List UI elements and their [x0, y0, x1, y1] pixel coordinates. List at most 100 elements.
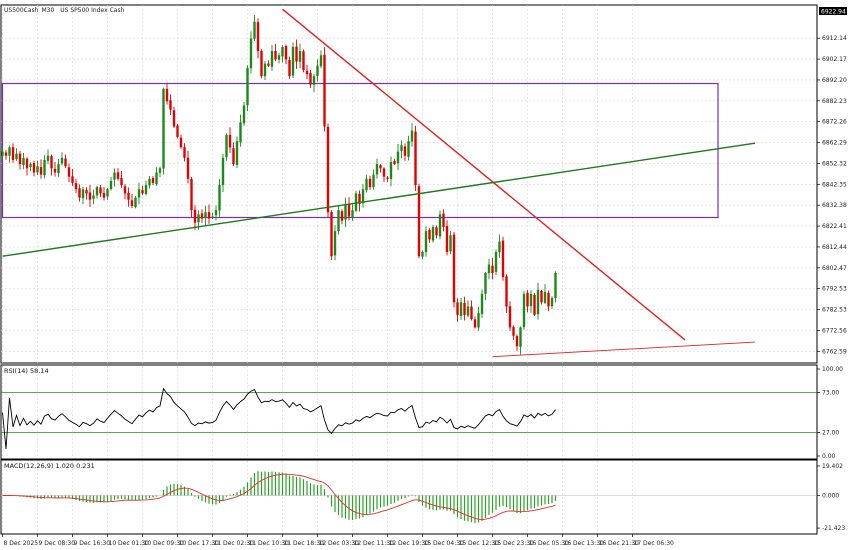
candle: [155, 167, 158, 186]
rsi-panel: [0, 364, 818, 460]
candle-body: [267, 63, 270, 66]
candle-body: [106, 189, 109, 197]
candle-body: [435, 227, 438, 236]
candle: [102, 186, 106, 201]
time-tick-label: 12 Dec 19:30: [389, 540, 430, 547]
candle: [11, 143, 15, 163]
candle-body: [249, 38, 253, 69]
candle: [354, 190, 358, 213]
candle: [438, 210, 442, 240]
candle: [172, 106, 176, 128]
candle-body: [15, 153, 18, 160]
candle: [375, 158, 379, 179]
candle: [302, 49, 305, 73]
candle-body: [22, 157, 25, 165]
macd-tick-label: -21.423: [822, 525, 845, 532]
time-tick-label: 16 Dec 21:30: [599, 540, 640, 547]
macd-panel: [0, 459, 818, 535]
candle-body: [417, 186, 421, 257]
current-price-tag: [819, 7, 847, 15]
candle-body: [470, 306, 473, 320]
candle-body: [211, 216, 214, 218]
candle-body: [491, 265, 494, 273]
candle: [116, 168, 120, 181]
candle-body: [162, 88, 165, 169]
candle-body: [305, 70, 309, 75]
candle-body: [543, 291, 547, 303]
candle: [232, 142, 235, 167]
candle: [428, 228, 431, 243]
candle: [344, 197, 347, 227]
candle: [312, 74, 316, 93]
candle-body: [53, 168, 57, 173]
candle-body: [169, 100, 172, 110]
rsi-tick-label: 73.00: [822, 389, 839, 396]
candle: [400, 140, 403, 159]
candle: [162, 87, 165, 175]
candle-body: [309, 72, 312, 85]
candle-body: [92, 195, 95, 199]
candle: [480, 289, 484, 318]
candle-body: [274, 50, 277, 60]
candle: [547, 290, 550, 312]
candle: [267, 60, 270, 67]
symbol-label: US500Cash: [4, 7, 39, 14]
candle: [60, 152, 64, 166]
candle-body: [354, 193, 358, 211]
price-tick-label: 6872.26: [822, 119, 847, 126]
candle: [533, 292, 536, 316]
time-tick-label: 8 Dec 2025: [4, 540, 39, 547]
macd-plot: [1, 471, 817, 524]
candle-body: [165, 88, 169, 102]
candle-body: [375, 164, 379, 175]
candle-body: [361, 189, 365, 204]
candle-body: [344, 203, 347, 220]
candle: [78, 184, 81, 202]
candle-body: [438, 214, 442, 237]
candle-body: [116, 172, 120, 179]
candle-body: [281, 46, 284, 57]
candle-body: [498, 241, 501, 253]
candle-body: [512, 327, 515, 336]
candle-body: [4, 152, 8, 156]
candle-body: [239, 122, 242, 143]
price-tick-label: 6822.41: [822, 223, 847, 230]
time-tick-label: 15 Dec 23:30: [494, 540, 535, 547]
candle-body: [533, 294, 536, 315]
candle-body: [323, 54, 326, 127]
candle: [169, 94, 172, 116]
candle: [29, 162, 32, 172]
rsi-title: RSI(14) 58.14: [4, 367, 49, 375]
candle-body: [473, 319, 477, 328]
candle: [46, 149, 50, 165]
candle: [256, 18, 260, 59]
candle-body: [456, 302, 459, 315]
candle: [550, 296, 554, 309]
candle: [50, 154, 53, 176]
candle-body: [379, 165, 382, 169]
candle: [445, 220, 449, 256]
candle: [529, 290, 533, 313]
candle-body: [484, 272, 487, 294]
candle: [519, 326, 522, 355]
candle: [379, 164, 382, 173]
time-tick-label: 9 Dec 08:30: [39, 540, 76, 547]
macd-tick-label: 19.402: [822, 463, 843, 470]
candle-body: [463, 302, 466, 315]
timeframe-label: M30: [41, 7, 54, 14]
candle: [351, 203, 354, 221]
rsi-tick-label: 0.00: [822, 453, 836, 460]
candle-body: [291, 46, 295, 76]
candle: [463, 296, 466, 321]
candle-body: [284, 45, 288, 60]
candle: [106, 188, 109, 200]
candle: [281, 44, 284, 63]
candle: [109, 176, 113, 191]
candle-body: [25, 158, 29, 169]
time-tick-label: 15 Dec 12:30: [459, 540, 500, 547]
time-tick-label: 15 Dec 04:30: [424, 540, 465, 547]
candle: [207, 204, 211, 224]
candle: [421, 250, 424, 260]
candle-body: [400, 145, 403, 151]
candle-body: [71, 176, 74, 183]
